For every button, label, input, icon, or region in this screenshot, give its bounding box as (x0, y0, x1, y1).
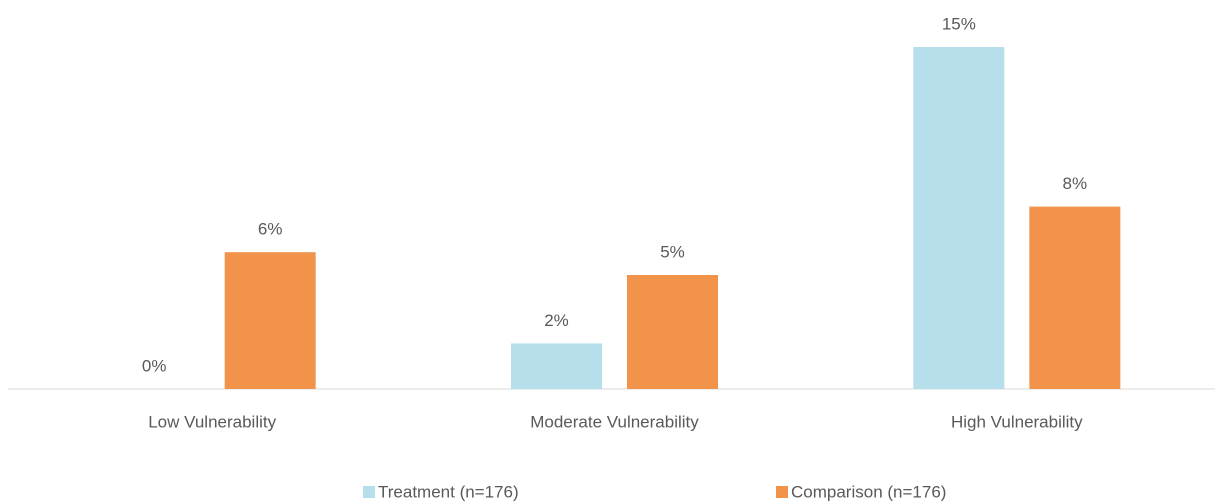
data-label: 6% (258, 220, 283, 239)
data-label: 15% (942, 14, 976, 33)
data-label: 0% (142, 356, 167, 375)
bar (627, 275, 718, 389)
legend-label: Comparison (n=176) (791, 482, 946, 501)
legend-label: Treatment (n=176) (378, 482, 519, 501)
bar (511, 343, 602, 389)
bar (224, 252, 316, 389)
x-tick-label: Moderate Vulnerability (530, 412, 699, 431)
data-label: 2% (544, 311, 569, 330)
data-label: 5% (660, 242, 685, 261)
bar (913, 47, 1005, 389)
legend-swatch (776, 486, 788, 498)
bar (1029, 206, 1121, 389)
data-label: 8% (1063, 174, 1088, 193)
legend-swatch (363, 486, 375, 498)
x-tick-label: Low Vulnerability (148, 412, 276, 431)
x-tick-label: High Vulnerability (951, 412, 1083, 431)
